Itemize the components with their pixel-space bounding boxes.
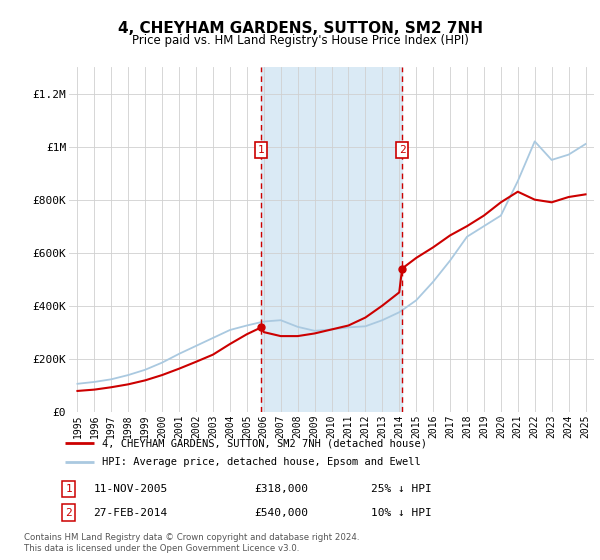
Bar: [261, 67, 402, 412]
Text: Price paid vs. HM Land Registry's House Price Index (HPI): Price paid vs. HM Land Registry's House …: [131, 34, 469, 46]
Text: Contains HM Land Registry data © Crown copyright and database right 2024.
This d: Contains HM Land Registry data © Crown c…: [24, 533, 359, 553]
Text: 27-FEB-2014: 27-FEB-2014: [94, 507, 168, 517]
Text: 1: 1: [65, 484, 72, 494]
Text: 1: 1: [258, 145, 265, 155]
Text: 2: 2: [399, 145, 406, 155]
Text: 2: 2: [65, 507, 72, 517]
Text: 10% ↓ HPI: 10% ↓ HPI: [371, 507, 431, 517]
Text: HPI: Average price, detached house, Epsom and Ewell: HPI: Average price, detached house, Epso…: [101, 457, 420, 467]
Text: 4, CHEYHAM GARDENS, SUTTON, SM2 7NH (detached house): 4, CHEYHAM GARDENS, SUTTON, SM2 7NH (det…: [101, 438, 427, 449]
Text: 11-NOV-2005: 11-NOV-2005: [94, 484, 168, 494]
Text: 4, CHEYHAM GARDENS, SUTTON, SM2 7NH: 4, CHEYHAM GARDENS, SUTTON, SM2 7NH: [118, 21, 482, 36]
Text: £318,000: £318,000: [254, 484, 308, 494]
Text: £540,000: £540,000: [254, 507, 308, 517]
Text: 25% ↓ HPI: 25% ↓ HPI: [371, 484, 431, 494]
